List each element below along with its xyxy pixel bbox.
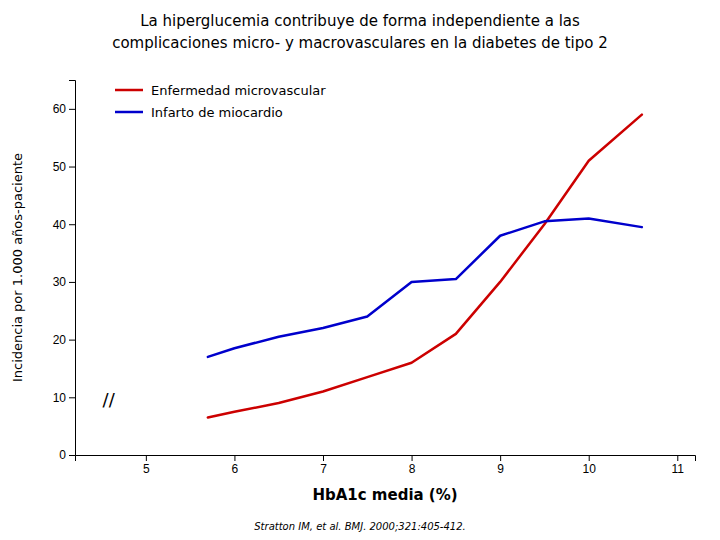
x-tick-label: 11 xyxy=(672,462,685,476)
y-tick-mark xyxy=(69,455,75,456)
x-tick: 10 xyxy=(583,455,597,476)
legend-label: Enfermedad microvascular xyxy=(151,83,326,98)
x-axis-label: HbA1c media (%) xyxy=(312,486,457,504)
y-axis: 0 10 20 30 40 50 60 xyxy=(53,81,76,463)
y-tick-label: 50 xyxy=(53,160,67,174)
x-axis-line xyxy=(76,456,696,462)
x-tick-label: 8 xyxy=(409,462,416,476)
legend-swatch xyxy=(115,111,143,114)
x-tick-mark xyxy=(500,455,501,461)
x-tick-label: 5 xyxy=(143,462,150,476)
x-tick: 5 xyxy=(143,455,150,476)
legend-label: Infarto de miocardio xyxy=(151,105,283,120)
chart: La hiperglucemia contribuye de forma ind… xyxy=(0,0,720,540)
y-tick-label: 60 xyxy=(53,102,67,116)
y-tick: 10 xyxy=(53,391,75,405)
x-tick: 7 xyxy=(320,455,327,476)
x-tick-mark xyxy=(146,455,147,461)
y-axis-label: Incidencia por 1.000 años-paciente xyxy=(10,153,25,382)
y-tick-mark xyxy=(69,109,75,110)
y-tick: 20 xyxy=(53,333,75,347)
title: La hiperglucemia contribuye de forma ind… xyxy=(140,12,580,30)
title: complicaciones micro- y macrovasculares … xyxy=(112,34,608,52)
x-tick: 6 xyxy=(232,455,239,476)
annotation: // xyxy=(103,389,116,410)
x-tick-label: 10 xyxy=(583,462,597,476)
x-tick: 9 xyxy=(497,455,504,476)
y-tick-label: 0 xyxy=(59,448,66,462)
x-tick-mark xyxy=(323,455,324,461)
x-tick: 8 xyxy=(409,455,416,476)
y-tick-mark xyxy=(69,224,75,225)
x-tick-label: 9 xyxy=(497,462,504,476)
x-tick-mark xyxy=(589,455,590,461)
legend-item: Enfermedad microvascular xyxy=(115,83,326,98)
legend: Enfermedad microvascular Infarto de mioca… xyxy=(115,83,326,120)
y-tick: 50 xyxy=(53,160,75,174)
legend-item: Infarto de miocardio xyxy=(115,105,283,120)
x-tick-mark xyxy=(234,455,235,461)
legend-swatch xyxy=(115,89,143,92)
lines xyxy=(208,115,642,418)
x-tick: 11 xyxy=(672,455,685,476)
y-tick-mark xyxy=(69,340,75,341)
citation: Stratton IM, et al. BMJ. 2000;321:405-41… xyxy=(254,521,465,532)
y-tick: 60 xyxy=(53,102,75,116)
x-axis: 5 6 7 8 9 10 11 xyxy=(76,455,696,476)
series-line xyxy=(208,218,642,356)
x-tick-label: 7 xyxy=(320,462,327,476)
x-tick-mark xyxy=(412,455,413,461)
y-tick: 40 xyxy=(53,218,75,232)
y-tick-mark xyxy=(69,167,75,168)
y-tick-label: 20 xyxy=(53,333,67,347)
x-tick-mark xyxy=(677,455,678,461)
y-tick: 0 xyxy=(59,448,75,462)
y-tick-mark xyxy=(69,282,75,283)
plot-area: 5 6 7 8 9 10 11 0 10 20 30 40 50 60 Enfermedad microva… xyxy=(53,81,696,476)
y-axis-line xyxy=(69,81,76,456)
y-tick-label: 30 xyxy=(53,275,67,289)
series-line xyxy=(208,115,642,418)
y-tick-label: 40 xyxy=(53,218,67,232)
y-tick-label: 10 xyxy=(53,391,67,405)
y-tick: 30 xyxy=(53,275,75,289)
y-tick-mark xyxy=(69,397,75,398)
x-tick-label: 6 xyxy=(232,462,239,476)
